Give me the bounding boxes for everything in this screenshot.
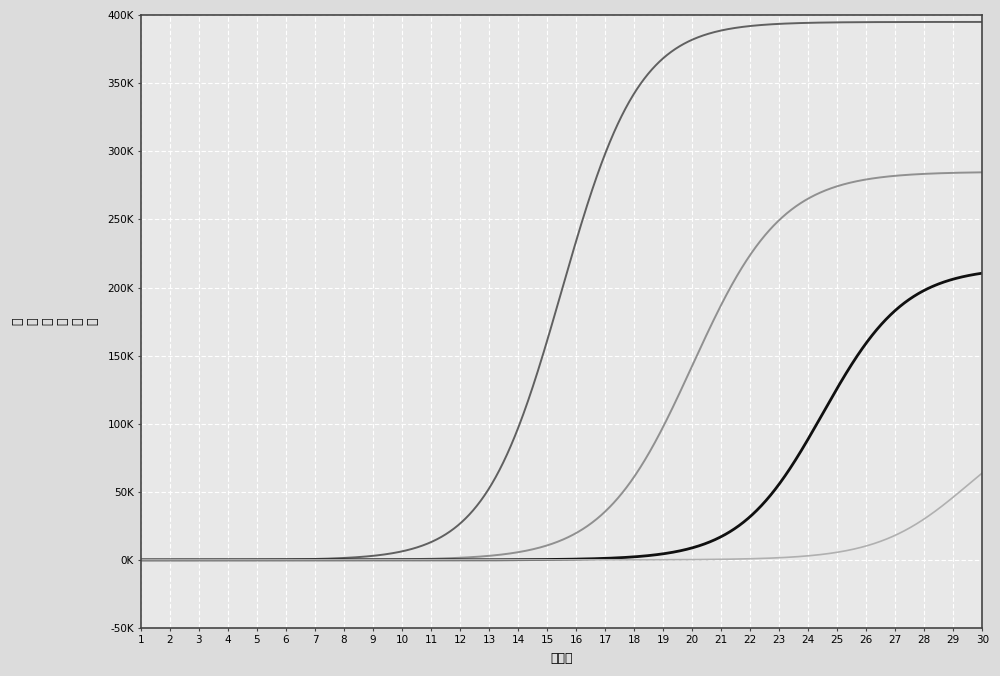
X-axis label: 循环数: 循环数 <box>550 652 573 665</box>
Y-axis label: 相
对
荧
光
强
度: 相 对 荧 光 强 度 <box>11 318 99 325</box>
